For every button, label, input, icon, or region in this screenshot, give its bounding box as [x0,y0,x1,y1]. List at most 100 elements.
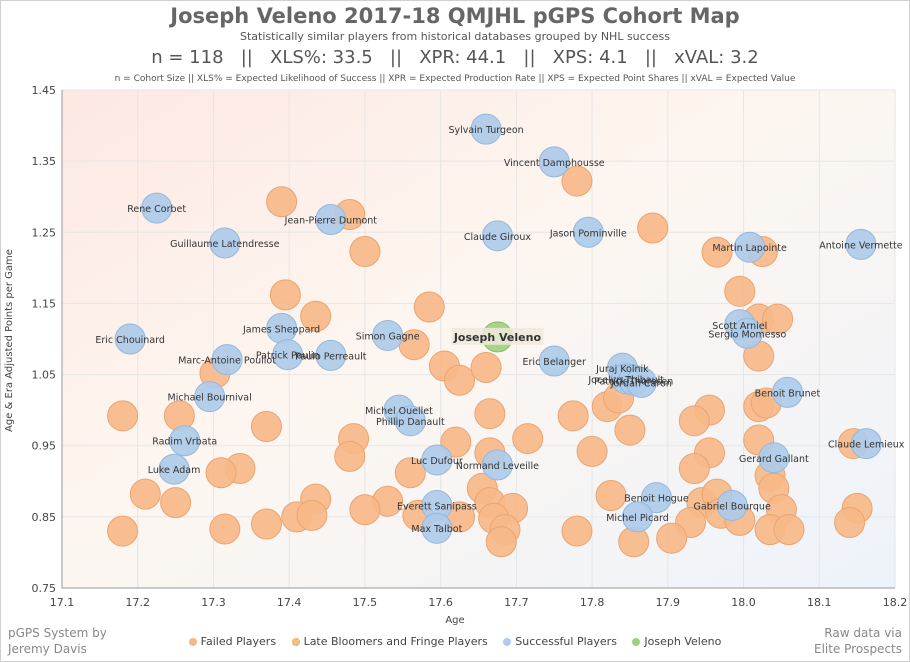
point-failed [394,457,426,489]
point-success [141,192,173,224]
point-success [640,482,672,514]
point-label: Phillip Danault [376,417,445,428]
x-tick-label: 18.2 [883,596,908,609]
point-failed [470,351,502,383]
point-label: Benoit Brunet [755,388,821,399]
point-success [209,227,241,259]
point-label: Gerard Gallant [739,454,809,465]
point-label: Claude Giroux [464,232,532,243]
legend: Failed Players Late Bloomers and Fringe … [0,635,910,648]
point-failed [762,303,794,335]
point-success [372,319,404,351]
point-failed [129,478,161,510]
point-label: Normand Leveille [456,461,539,472]
point-success [194,381,226,413]
y-axis-label: Age & Era Adjusted Points per Game [4,249,15,432]
point-label: Guillaume Latendresse [170,239,279,250]
legend-label-late: Late Bloomers and Fringe Players [303,635,488,648]
point-label: Sylvain Turgeon [448,125,523,136]
point-success [481,449,513,481]
point-failed [160,487,192,519]
point-failed [266,186,298,218]
point-label: Michael Bournival [168,393,252,404]
point-label: Sergio Momesso [708,329,786,340]
point-failed [834,507,866,539]
point-failed [656,522,688,554]
point-label: Juraj Kolnik [595,364,649,375]
footer-credit-line2: Jeremy Davis [8,642,87,656]
point-failed [250,508,282,540]
point-failed [561,515,593,547]
point-success [538,345,570,377]
y-tick-label: 1.45 [32,84,57,97]
legend-marker-late [291,638,300,646]
point-failed [637,212,669,244]
legend-marker-success [503,638,512,646]
point-label: James Sheppard [242,324,320,335]
footer-credit-line1: pGPS System by [8,626,107,640]
legend-label-success: Successful Players [515,635,617,648]
footer-source: Raw data via Elite Prospects [814,625,902,657]
point-failed [209,513,241,545]
point-label: Scott Arniel [712,321,767,332]
point-label: Eric Belanger [523,357,587,368]
point-label: Jordan Caron [610,378,672,389]
point-failed [773,514,805,546]
point-success [315,203,347,235]
point-success [481,220,513,252]
point-label: Patrick Thoresen [594,376,673,387]
point-success [470,113,502,145]
point-failed [678,405,710,437]
point-label: Jean-Pierre Dumont [284,215,378,226]
point-failed [205,457,237,489]
point-label: Patrick Poulin [256,351,320,362]
point-success [394,405,426,437]
point-failed [349,494,381,526]
x-tick-label: 17.4 [277,596,302,609]
y-tick-label: 0.95 [32,440,57,453]
point-failed [512,423,544,455]
point-success [731,317,763,349]
point-failed [576,435,608,467]
point-success [315,339,347,371]
point-success [850,428,882,460]
point-success [622,501,654,533]
legend-label-failed: Failed Players [200,635,277,648]
point-failed [724,275,756,307]
point-failed [349,235,381,267]
x-tick-label: 18.1 [807,596,832,609]
point-success [771,376,803,408]
point-failed [269,279,301,311]
legend-item-success[interactable]: Successful Players [503,635,617,648]
point-failed [250,411,282,443]
y-tick-label: 1.15 [32,297,57,310]
legend-item-failed[interactable]: Failed Players [188,635,277,648]
point-success [625,366,657,398]
x-tick-label: 17.5 [353,596,378,609]
legend-label-veleno: Joseph Veleno [644,635,722,648]
x-tick-label: 17.6 [428,596,453,609]
point-success [272,339,304,371]
point-label: Eric Chouinard [95,335,165,346]
legend-item-veleno[interactable]: Joseph Veleno [632,635,721,648]
x-tick-label: 17.1 [50,596,75,609]
legend-item-late[interactable]: Late Bloomers and Fringe Players [291,635,488,648]
point-failed [300,300,332,332]
x-tick-label: 17.3 [201,596,226,609]
x-tick-label: 17.9 [656,596,681,609]
y-tick-label: 0.85 [32,511,57,524]
x-tick-label: 17.2 [125,596,150,609]
y-tick-label: 0.75 [32,582,57,595]
point-failed [444,364,476,396]
point-failed [107,400,139,432]
point-success [421,512,453,544]
footer-source-line2: Elite Prospects [814,642,902,656]
point-label: Benoit Hogue [624,494,689,505]
point-label: Martin Lapointe [712,243,787,254]
point-success [211,344,243,376]
point-success [845,228,877,260]
point-label: Paulo Perreault [295,351,367,362]
point-label: Max Talbot [411,524,462,535]
chart-subtitle: Statistically similar players from histo… [240,30,670,43]
point-label: Michel Picard [606,513,669,524]
